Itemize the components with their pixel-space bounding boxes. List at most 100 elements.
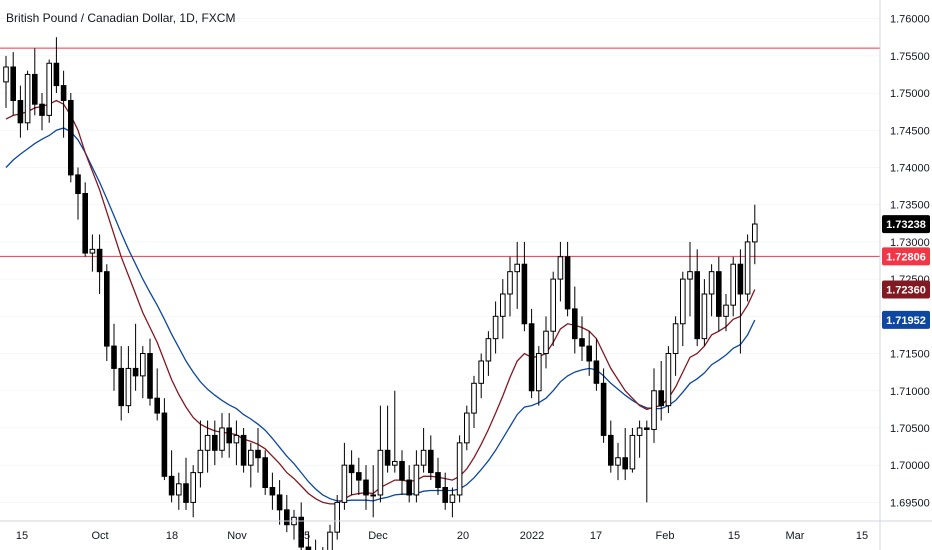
candle-body [204,434,211,451]
candle [528,308,535,399]
candle-body [334,501,340,533]
candle-body [536,353,542,392]
candle [500,279,506,339]
candle [399,450,405,495]
candle [644,420,650,503]
y-tick-label: 1.75500 [890,51,930,63]
candle [168,450,175,503]
candle-body [651,390,657,430]
candle [269,472,276,510]
candle-body [608,434,614,466]
candle-body [557,256,564,280]
candle-body [46,62,53,116]
candle [694,249,701,347]
candle-body [363,479,369,496]
candle-body [24,73,31,124]
y-tick-label: 1.70500 [890,423,930,435]
price-tag-box [882,215,930,234]
candle [32,48,38,116]
candle-body [269,487,276,496]
candle [89,234,96,272]
candle [730,256,737,317]
y-axis[interactable]: 1.76000 1.75500 1.75000 1.74500 1.74000 1.735… [890,14,930,510]
candle [413,450,420,503]
candle-body [514,263,521,273]
candle [442,472,448,510]
x-tick-label: 20 [457,530,469,542]
candle [10,52,16,116]
candle-body [392,460,398,466]
candle [586,331,593,376]
candle [315,539,317,550]
candle-body [744,241,751,295]
candle [507,256,513,317]
x-tick-label: 18 [166,530,178,542]
candle [24,70,31,131]
candle [46,59,53,123]
candle [204,420,211,473]
candle [557,241,564,302]
candle-body [593,360,600,384]
candle [377,405,384,503]
candle [118,346,125,421]
candle [276,480,283,525]
candle-body [176,483,182,496]
candle-body [716,271,722,317]
candle-body [356,472,362,481]
candle-body [572,308,578,340]
y-tick-label: 1.71000 [890,386,930,398]
candle-body [255,449,261,459]
x-axis[interactable]: 15 Oct 18 Nov 15 Dec 20 2022 17 Feb 15 Mar 15 [16,530,868,542]
candle [132,323,139,391]
candle [680,271,686,347]
candle-body [183,483,189,503]
candle [536,346,542,406]
candle-body [644,427,650,430]
candle-body [615,457,621,466]
candle [514,241,521,309]
candle [262,450,268,495]
candle-body [507,271,513,295]
x-tick-label: 15 [856,530,868,542]
candle [550,271,557,347]
candle-body [413,464,420,496]
candle-body [10,66,16,101]
price-tag-box [882,280,930,299]
y-tick-label: 1.71500 [890,349,930,361]
candle [629,427,636,473]
candle [608,420,614,473]
candle [752,204,758,265]
candle-body [147,353,153,399]
candle-body [262,457,268,489]
candle-body [564,256,571,310]
candle-body [435,472,441,489]
candle [420,427,427,473]
x-tick-label: 2022 [520,530,544,542]
candle-body [284,509,290,526]
x-tick-label: Nov [227,530,247,542]
candle [96,234,103,294]
candle [370,465,376,518]
candle-body [125,367,132,407]
candle [672,316,679,376]
candle-body [723,304,729,317]
candle-body [622,457,629,470]
candle [17,85,24,138]
x-tick-label: 15 [728,530,740,542]
price-tag: 1.73238 [882,215,930,234]
candle-body [96,248,103,273]
candle-body [730,263,737,306]
candle-body [60,85,67,101]
candle-body [154,397,160,414]
candle [212,420,218,466]
candle [125,346,132,414]
candle [161,398,168,481]
candle-body [687,271,693,280]
candle-body [600,382,607,436]
y-tick-label: 1.76000 [890,14,930,26]
candle-body [298,516,304,548]
candle [464,405,470,451]
candle-body [543,330,549,355]
